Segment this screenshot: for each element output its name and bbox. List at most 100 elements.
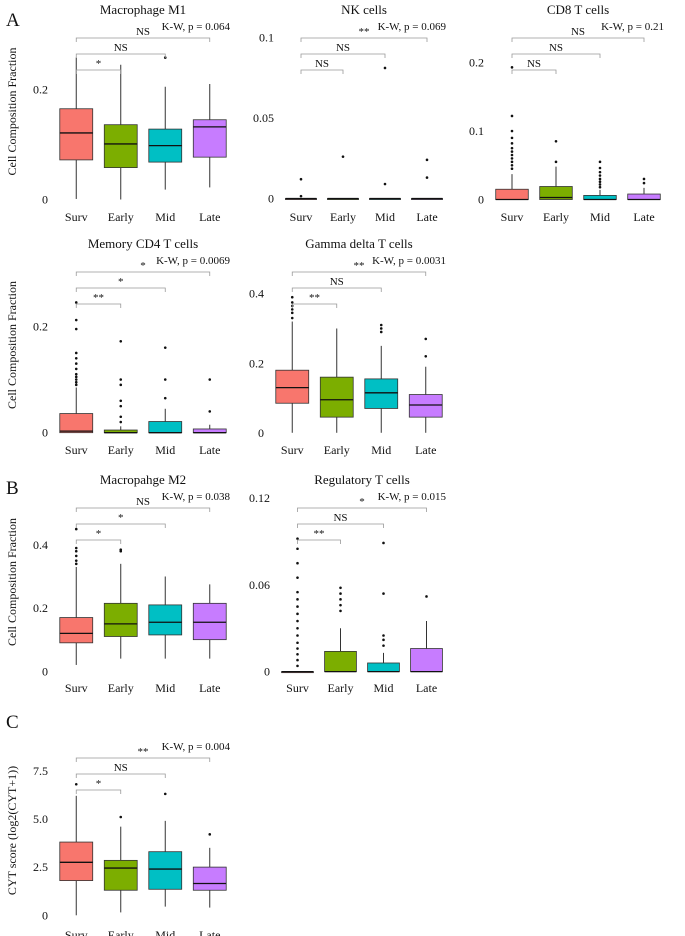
cyt-ytick: 7.5: [33, 764, 48, 778]
gammadelta-surv-outlier: [290, 295, 294, 299]
treg-bracket-late: [297, 507, 427, 512]
cd4mem-surv-outlier: [74, 301, 78, 304]
treg-surv-outlier: [296, 561, 299, 565]
gammadelta-xtick-early: Early: [324, 443, 350, 457]
gammadelta-sig-early: **: [309, 292, 320, 304]
treg-late-outlier: [425, 595, 428, 598]
macro-m2-xtick-early: Early: [108, 681, 134, 695]
treg-early-outlier: [339, 603, 342, 607]
cyt-bracket-early: [75, 789, 122, 794]
macro-m2-sig-mid: *: [118, 512, 124, 524]
cd4mem-kw: K-W, p = 0.0069: [156, 255, 230, 267]
cyt-ytick: 0: [42, 908, 48, 922]
nk-xtick-late: Late: [416, 210, 437, 224]
gammadelta-late-outlier: [424, 354, 428, 358]
macro-m2-bracket-mid: [75, 523, 166, 528]
treg-mid-outlier: [382, 638, 385, 642]
nk-xtick-early: Early: [330, 210, 356, 224]
cd4mem-sig-late: *: [140, 260, 146, 272]
cyt-ylabel: CYT score (log2(CYT+1)): [5, 766, 19, 895]
nk-mid-outlier: [383, 66, 387, 70]
macro-m1-early-box: [103, 124, 138, 168]
cd4mem-surv-outlier: [74, 356, 78, 360]
macro-m2-early-box: [103, 602, 138, 637]
treg-sig-early: **: [314, 528, 325, 540]
gammadelta-bracket-late: [291, 271, 427, 276]
treg-surv-outlier: [296, 590, 299, 594]
treg-ytick: 0.12: [249, 491, 270, 505]
gammadelta-ytick: 0.2: [249, 356, 264, 370]
nk-ytick: 0: [268, 192, 274, 206]
nk-late-outlier: [425, 158, 429, 162]
cyt-bracket-late: [75, 757, 211, 762]
cyt-xtick-surv: Surv: [65, 928, 88, 936]
nk-bracket-late: [300, 37, 428, 42]
macro-m2-ytick: 0.4: [33, 538, 48, 552]
gammadelta-early-box: [319, 376, 354, 418]
cd8-surv-outlier: [510, 136, 514, 140]
nk-sig-late: **: [359, 26, 370, 38]
macro-m1-xtick-mid: Mid: [155, 210, 175, 224]
cd8-bracket-early: [511, 69, 557, 74]
cd8-bracket-late: [511, 37, 645, 42]
panel-letter-b: B: [6, 478, 19, 499]
cd4mem-early-outlier: [119, 399, 123, 403]
cd8-surv-outlier: [510, 129, 514, 133]
cyt-surv-outlier: [74, 782, 78, 786]
treg-mid-box: [367, 662, 400, 673]
cd8-surv-box: [495, 188, 529, 200]
treg-sig-mid: NS: [333, 512, 347, 524]
cd4mem-early-outlier: [119, 415, 123, 419]
cd8-ytick: 0.1: [469, 124, 484, 138]
macro-m1-ytick: 0.2: [33, 83, 48, 97]
macro-m2-sig-late: NS: [136, 496, 150, 508]
gammadelta-xtick-surv: Surv: [281, 443, 304, 457]
macro-m1-xtick-surv: Surv: [65, 210, 88, 224]
macro-m2-surv-outlier: [74, 562, 78, 566]
macro-m1-bracket-late: [75, 37, 211, 42]
treg-early-outlier: [339, 609, 342, 613]
cd8-xtick-surv: Surv: [501, 210, 524, 224]
cd4mem-ytick: 0.2: [33, 319, 48, 333]
treg-surv-outlier: [296, 626, 299, 630]
cd4mem-surv-outlier: [74, 372, 78, 376]
gammadelta-xtick-mid: Mid: [371, 443, 391, 457]
cd4mem-bracket-mid: [75, 287, 166, 292]
treg-xtick-late: Late: [416, 681, 437, 695]
cd8-ytick: 0.2: [469, 56, 484, 70]
cd8-mid-outlier: [598, 183, 602, 186]
cd4mem-surv-outlier: [74, 375, 78, 379]
treg-xtick-early: Early: [328, 681, 354, 695]
cd8-early-box: [539, 186, 573, 200]
cd8-surv-outlier: [510, 153, 514, 157]
macro-m1-surv-box: [59, 108, 94, 161]
gammadelta-title: Gamma delta T cells: [305, 236, 412, 251]
gammadelta-ytick: 0: [258, 426, 264, 440]
cd8-sig-early: NS: [527, 58, 541, 70]
macro-m2-sig-early: *: [96, 528, 102, 540]
cd8-surv-outlier: [510, 157, 514, 160]
macro-m2-surv-outlier: [74, 549, 78, 553]
macro-m1-bracket-mid: [75, 53, 166, 58]
treg-surv-outlier: [296, 619, 299, 623]
treg-bracket-mid: [297, 523, 384, 528]
cyt-xtick-mid: Mid: [155, 928, 175, 936]
cd8-late-outlier: [642, 177, 646, 181]
macro-m2-kw: K-W, p = 0.038: [162, 491, 231, 503]
cd8-ytick: 0: [478, 193, 484, 207]
macro-m2-ytick: 0: [42, 664, 48, 678]
cd8-kw: K-W, p = 0.21: [601, 21, 664, 33]
nk-mid-outlier: [383, 182, 387, 186]
cd4mem-surv-outlier: [74, 351, 78, 355]
cd4mem-surv-outlier: [74, 383, 78, 387]
cd8-mid-outlier: [598, 170, 602, 174]
gammadelta-kw: K-W, p = 0.0031: [372, 255, 446, 267]
nk-title: NK cells: [341, 2, 387, 17]
treg-xtick-surv: Surv: [286, 681, 309, 695]
cd8-mid-outlier: [598, 180, 602, 184]
macro-m2-xtick-surv: Surv: [65, 681, 88, 695]
cd4mem-xtick-surv: Surv: [65, 443, 88, 457]
cd8-title: CD8 T cells: [547, 2, 609, 17]
macro-m2-surv-box: [59, 617, 94, 644]
cd4mem-ytick: 0: [42, 426, 48, 440]
